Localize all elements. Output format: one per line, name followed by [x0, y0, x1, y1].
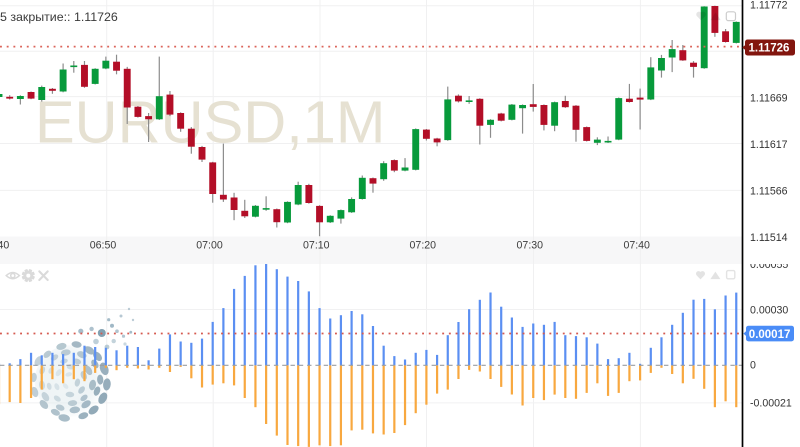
svg-text:1.11669: 1.11669: [750, 93, 788, 105]
svg-text:1.11617: 1.11617: [750, 139, 788, 151]
svg-text:1.11566: 1.11566: [750, 185, 788, 197]
svg-text:1.11514: 1.11514: [750, 232, 788, 244]
svg-text:EURUSD,1M: EURUSD,1M: [35, 89, 385, 156]
svg-text:-0.00021: -0.00021: [750, 398, 792, 410]
svg-text:07:40: 07:40: [623, 239, 650, 251]
svg-text:0: 0: [750, 360, 756, 372]
svg-text:07:10: 07:10: [303, 239, 330, 251]
svg-text:06:40: 06:40: [0, 239, 9, 251]
svg-text:07:20: 07:20: [410, 239, 437, 251]
svg-text:07:30: 07:30: [517, 239, 544, 251]
svg-text:0.00017: 0.00017: [749, 329, 791, 341]
svg-text:1.11726: 1.11726: [749, 43, 790, 55]
svg-text:06:50: 06:50: [90, 239, 117, 251]
svg-text:5 закрытие:: 1.11726: 5 закрытие:: 1.11726: [0, 10, 118, 24]
svg-text:1.11772: 1.11772: [750, 0, 788, 12]
svg-text:07:00: 07:00: [196, 239, 223, 251]
svg-text:0.00055: 0.00055: [750, 259, 788, 271]
svg-text:0.00030: 0.00030: [750, 304, 788, 316]
